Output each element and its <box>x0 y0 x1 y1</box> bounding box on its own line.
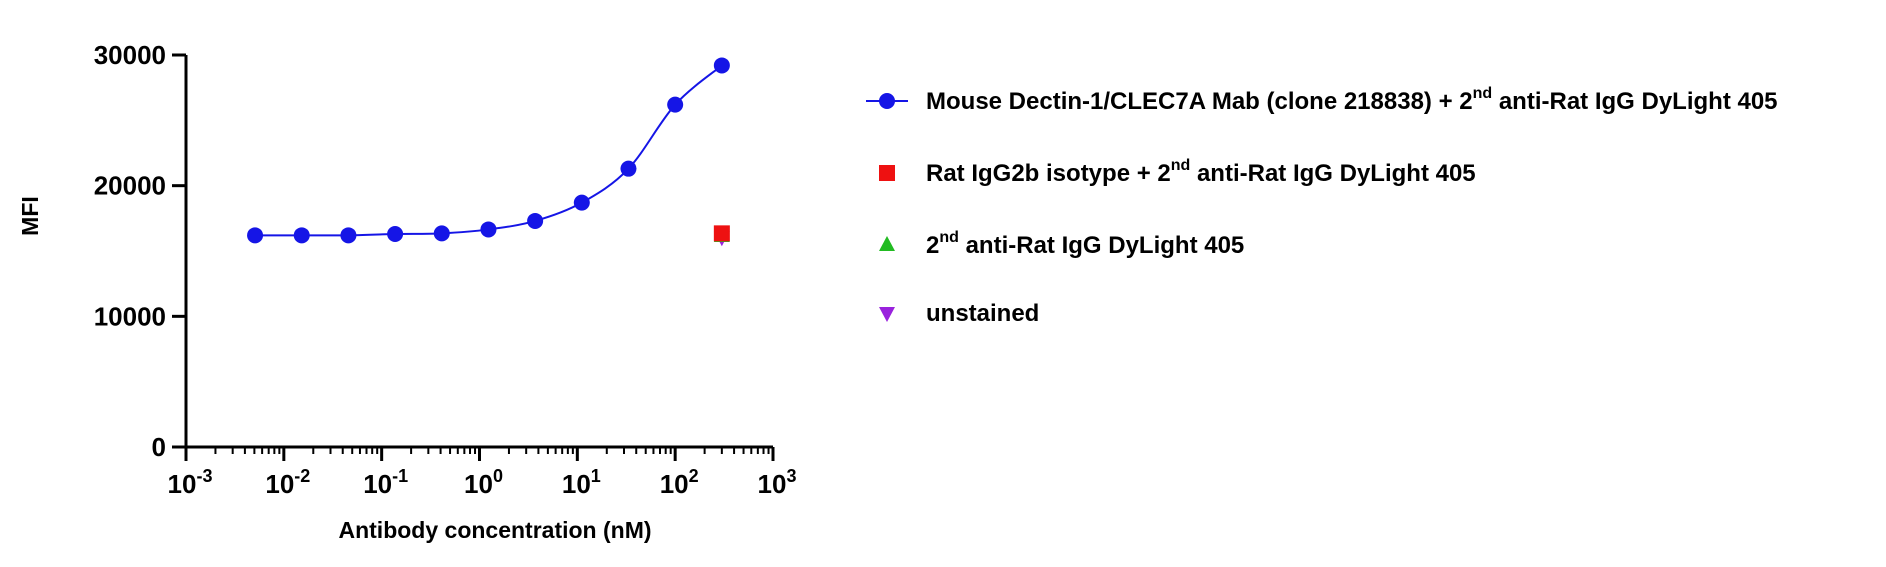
y-ticks: 0 10000 20000 30000 <box>94 40 186 462</box>
y-tick-label: 20000 <box>94 171 166 201</box>
x-tick-label: 10-3 <box>168 466 213 499</box>
legend-label-series-1: Mouse Dectin-1/CLEC7A Mab (clone 218838)… <box>926 85 1778 115</box>
legend-label-series-3: 2nd anti-Rat IgG DyLight 405 <box>926 229 1244 259</box>
data-point-series-1 <box>527 212 544 229</box>
y-axis-title: MFI <box>17 196 43 236</box>
fit-curve-series-1 <box>255 64 723 237</box>
data-point-series-1 <box>480 221 497 238</box>
legend-marker-series-1 <box>879 93 895 109</box>
legend-marker-series-4 <box>879 307 895 322</box>
x-tick-label: 100 <box>464 466 503 499</box>
data-point-series-1 <box>293 227 310 244</box>
x-ticks: 10-3 10-2 10-1 100 101 102 103 <box>168 447 797 499</box>
data-points <box>247 57 730 247</box>
data-point-series-1 <box>387 226 404 243</box>
axes <box>184 55 773 449</box>
data-point-series-2 <box>713 225 730 242</box>
data-point-series-1 <box>247 227 264 244</box>
x-tick-label: 10-2 <box>265 466 310 499</box>
legend-label-series-2: Rat IgG2b isotype + 2nd anti-Rat IgG DyL… <box>926 157 1476 187</box>
x-tick-label: 101 <box>562 466 601 499</box>
data-point-series-1 <box>667 96 684 113</box>
data-point-series-1 <box>713 57 730 74</box>
data-point-series-1 <box>620 160 637 177</box>
y-tick-label: 10000 <box>94 301 166 331</box>
y-tick-label: 30000 <box>94 40 166 70</box>
data-point-series-1 <box>573 194 590 211</box>
y-tick-label: 0 <box>152 432 166 462</box>
data-point-series-1 <box>340 227 357 244</box>
legend: Mouse Dectin-1/CLEC7A Mab (clone 218838)… <box>866 85 1778 327</box>
legend-marker-series-2 <box>879 165 895 181</box>
legend-marker-series-3 <box>879 236 895 251</box>
x-tick-label: 10-1 <box>363 466 408 499</box>
legend-label-series-4: unstained <box>926 300 1039 327</box>
x-tick-label: 103 <box>758 466 797 499</box>
data-point-series-1 <box>433 225 450 242</box>
x-axis-title: Antibody concentration (nM) <box>338 517 651 543</box>
x-tick-label: 102 <box>660 466 699 499</box>
